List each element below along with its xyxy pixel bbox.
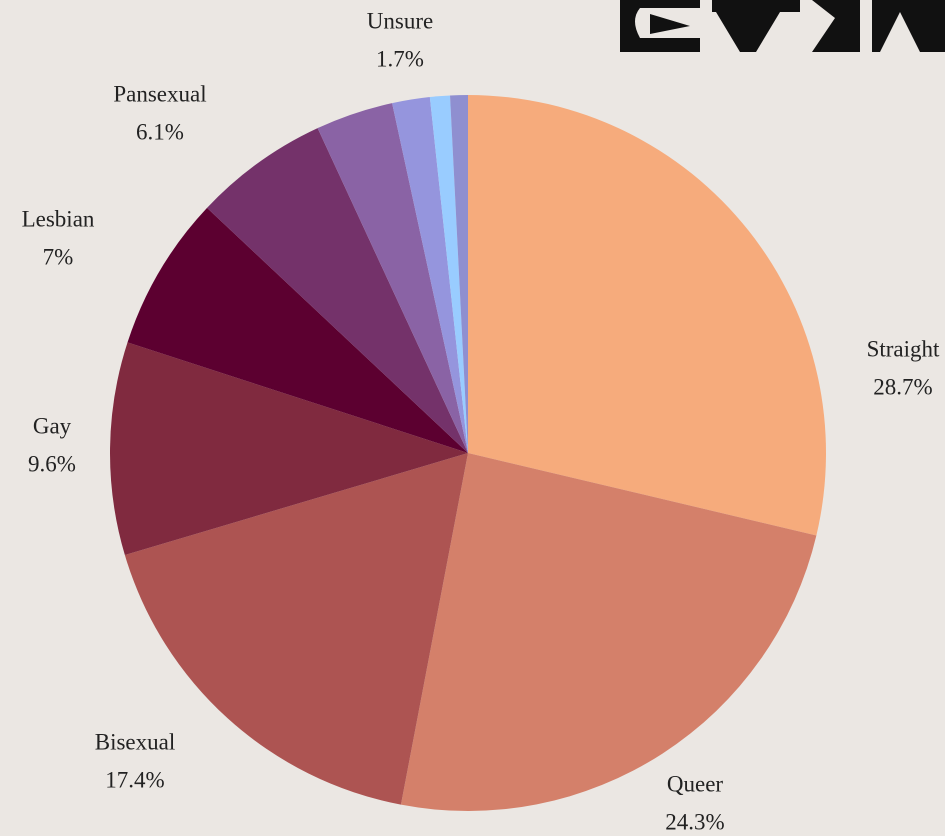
pie-slice [400, 453, 817, 811]
logo [620, 0, 945, 52]
slice-label: Unsure [367, 8, 433, 33]
value-label: 24.3% [665, 809, 724, 834]
pie-slice [450, 95, 468, 453]
slice-label: Straight [867, 336, 940, 361]
pie-slice [317, 103, 468, 454]
value-label: 1.7% [376, 46, 424, 71]
pie-slice [109, 342, 468, 556]
slice-label: Bisexual [95, 729, 176, 754]
value-label: 9.6% [28, 451, 76, 476]
slice-label: Lesbian [22, 206, 95, 231]
pie-slice [429, 95, 468, 453]
value-label: 17.4% [105, 767, 164, 792]
pie-slice [124, 453, 469, 805]
pie-slice [392, 97, 468, 453]
pie-slice [127, 207, 469, 453]
value-label: 28.7% [873, 374, 932, 399]
pie-slice [207, 128, 468, 453]
slice-label: Gay [33, 413, 72, 438]
value-label: 6.1% [136, 119, 184, 144]
slice-label: Queer [667, 771, 724, 796]
value-label: 7% [43, 244, 74, 269]
pie-slice [468, 95, 826, 536]
slice-label: Pansexual [113, 81, 206, 106]
